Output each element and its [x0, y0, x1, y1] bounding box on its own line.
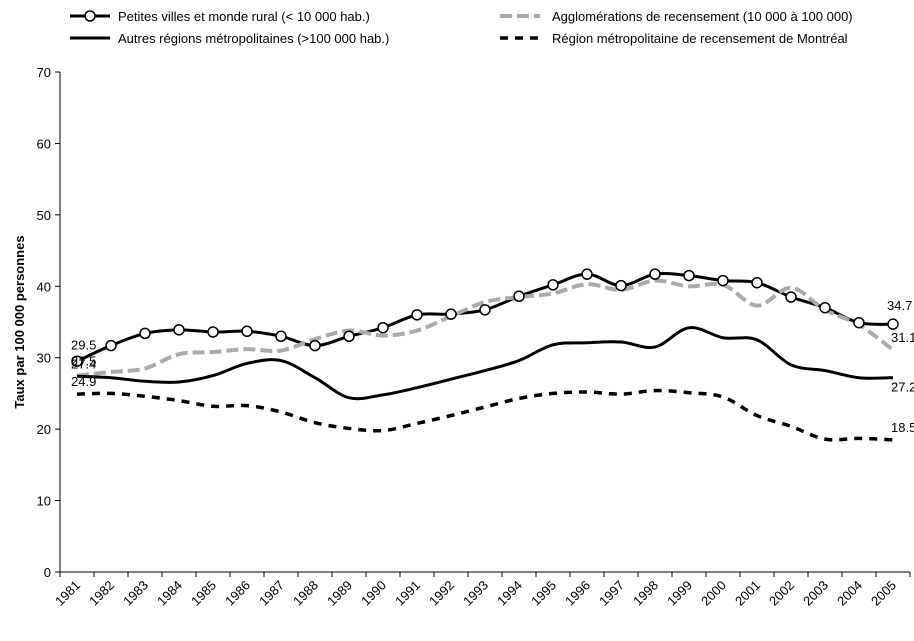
point: [139, 327, 151, 340]
x-tick-label: 1983: [120, 578, 151, 609]
point: [581, 268, 593, 280]
x-tick-label: 1997: [596, 578, 627, 609]
x-tick-label: 2004: [834, 578, 865, 609]
legend-label: Agglomérations de recensement (10 000 à …: [552, 9, 853, 24]
x-tick-label: 1996: [562, 578, 593, 609]
x-tick-label: 2005: [868, 578, 899, 609]
y-tick-label: 50: [37, 208, 51, 223]
y-tick-label: 0: [44, 565, 51, 580]
point: [751, 276, 763, 289]
data-label: 27.2: [891, 380, 914, 395]
legend-label: Autres régions métropolitaines (>100 000…: [118, 31, 389, 46]
y-tick-label: 40: [37, 279, 51, 294]
x-tick-label: 2001: [732, 578, 763, 609]
x-tick-label: 1982: [86, 578, 117, 609]
x-tick-label: 1989: [324, 578, 355, 609]
series-line: [76, 388, 894, 442]
point: [547, 279, 559, 291]
point: [683, 269, 695, 282]
data-label: 24.9: [71, 374, 96, 389]
point: [343, 330, 355, 343]
point: [309, 339, 321, 352]
legend-label: Région métropolitaine de recensement de …: [552, 31, 848, 46]
x-tick-label: 2002: [766, 578, 797, 609]
x-tick-label: 1992: [426, 578, 457, 609]
x-tick-label: 1984: [154, 578, 185, 609]
point: [649, 268, 661, 280]
x-tick-label: 1986: [222, 578, 253, 609]
x-tick-label: 1981: [52, 578, 83, 609]
x-tick-label: 1985: [188, 578, 219, 609]
point: [479, 304, 491, 316]
x-tick-label: 1994: [494, 578, 525, 609]
y-axis-label: Taux par 100 000 personnes: [12, 235, 27, 408]
x-tick-label: 1993: [460, 578, 491, 609]
point: [819, 301, 831, 314]
data-label: 29.5: [71, 337, 96, 352]
point: [105, 339, 117, 352]
point: [241, 325, 253, 338]
x-tick-label: 1990: [358, 578, 389, 609]
point: [445, 308, 457, 320]
point: [275, 330, 287, 343]
x-tick-label: 1999: [664, 578, 695, 609]
point: [207, 326, 219, 338]
x-tick-label: 1988: [290, 578, 321, 609]
data-label: 27.5: [71, 354, 96, 369]
point: [717, 274, 729, 287]
point: [173, 324, 185, 336]
y-tick-label: 70: [37, 65, 51, 80]
point: [411, 309, 423, 321]
y-tick-label: 60: [37, 136, 51, 151]
y-tick-label: 10: [37, 494, 51, 509]
point: [71, 355, 83, 368]
x-tick-label: 1995: [528, 578, 559, 609]
series-line: [76, 326, 894, 401]
point: [615, 279, 627, 292]
legend-marker: [84, 10, 96, 22]
x-tick-label: 2003: [800, 578, 831, 609]
y-tick-label: 30: [37, 351, 51, 366]
x-tick-label: 1998: [630, 578, 661, 609]
point: [887, 318, 899, 330]
data-label: 27.4: [71, 356, 96, 371]
data-label: 34.7: [887, 298, 912, 313]
data-label: 18.5: [891, 420, 914, 435]
data-label: 31.1: [891, 330, 914, 345]
point: [785, 291, 797, 303]
point: [513, 290, 525, 303]
series-line: [76, 278, 895, 378]
x-tick-label: 2000: [698, 578, 729, 609]
legend-label: Petites villes et monde rural (< 10 000 …: [118, 9, 370, 24]
point: [853, 316, 865, 329]
y-tick-label: 20: [37, 422, 51, 437]
x-tick-label: 1987: [256, 578, 287, 609]
point: [377, 321, 389, 334]
x-tick-label: 1991: [392, 578, 423, 609]
